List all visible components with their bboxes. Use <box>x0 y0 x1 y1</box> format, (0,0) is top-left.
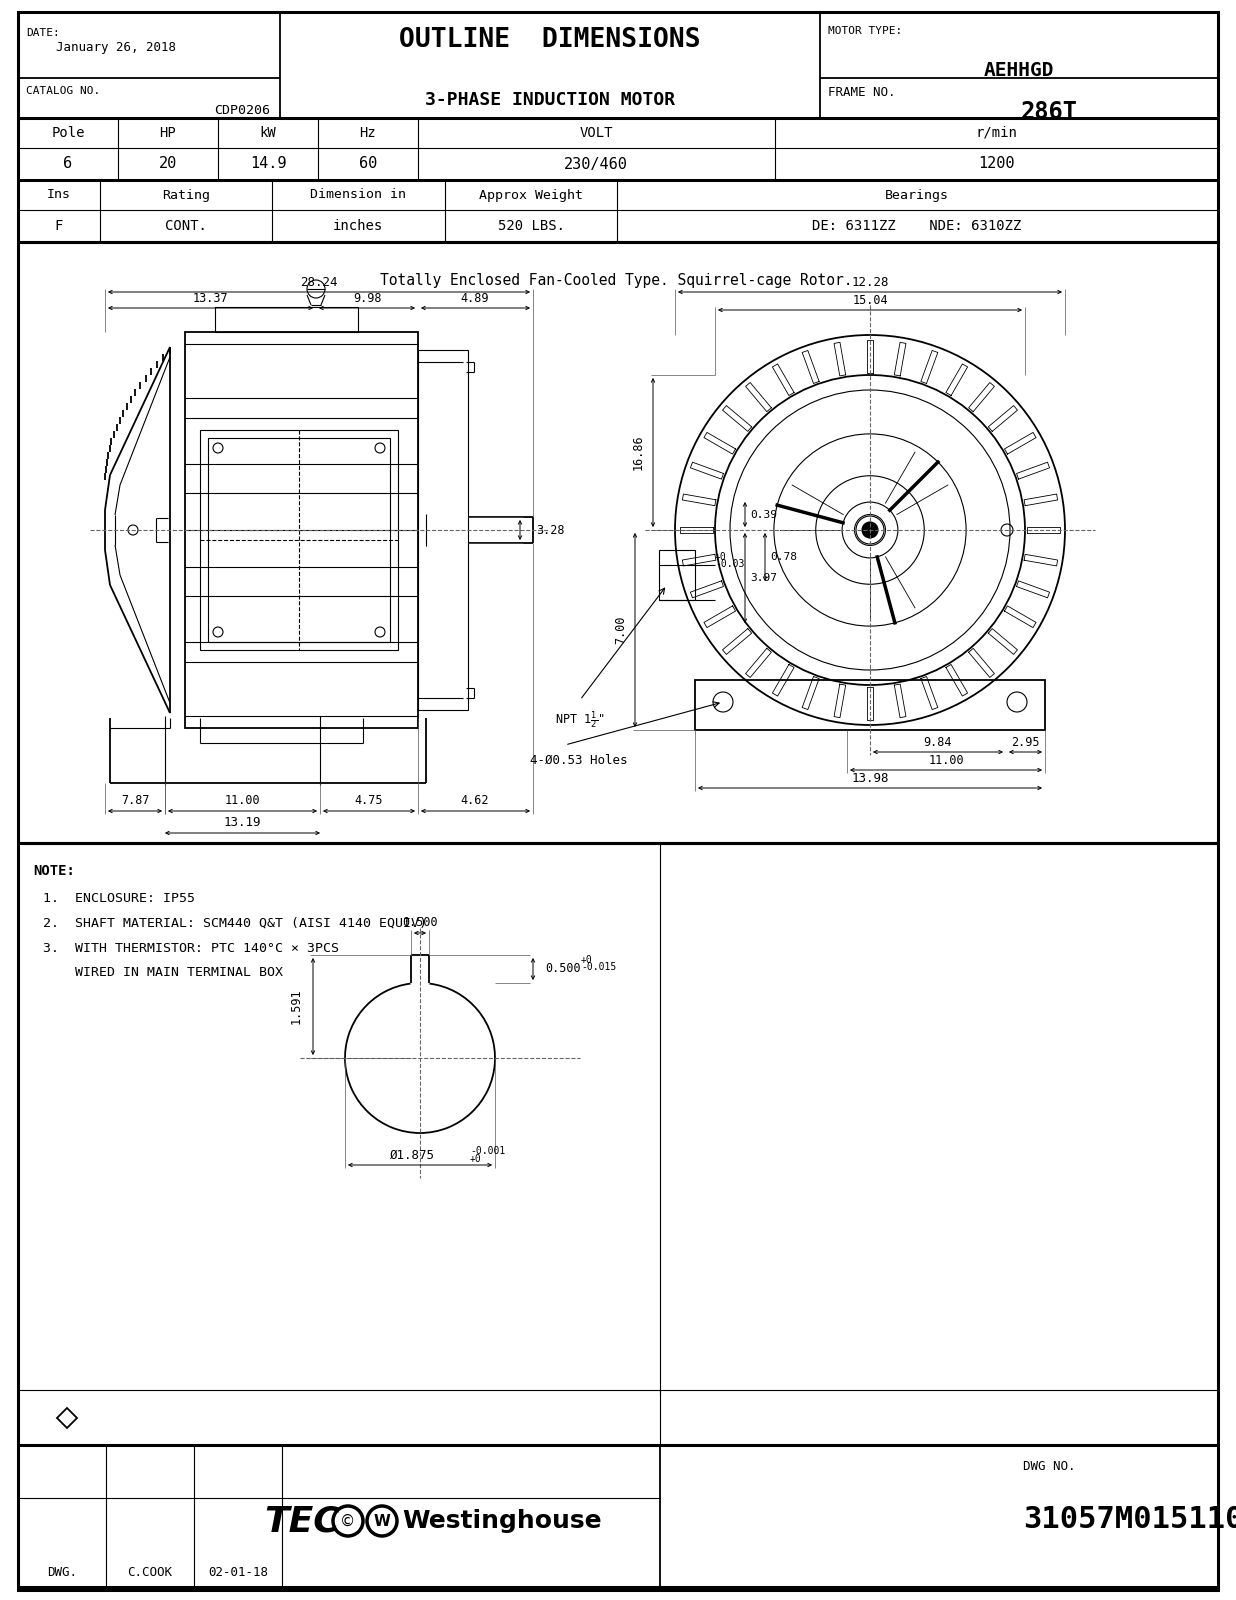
Text: 11.00: 11.00 <box>928 754 964 766</box>
Text: 520 LBS.: 520 LBS. <box>498 219 565 234</box>
Text: 3.97: 3.97 <box>750 573 777 582</box>
Text: 20: 20 <box>159 157 177 171</box>
Text: 16.86: 16.86 <box>632 434 645 470</box>
Text: +0: +0 <box>581 955 593 965</box>
Text: Approx Weight: Approx Weight <box>480 189 583 202</box>
Text: Hz: Hz <box>360 126 377 141</box>
Text: -0.001: -0.001 <box>470 1146 506 1155</box>
Text: 6: 6 <box>63 157 73 171</box>
Bar <box>208 438 391 642</box>
Text: 4.62: 4.62 <box>461 795 489 808</box>
Text: 13.98: 13.98 <box>852 771 889 784</box>
Text: NOTE:: NOTE: <box>33 864 75 878</box>
Text: -0.03: -0.03 <box>714 558 744 570</box>
Text: +0: +0 <box>470 1154 482 1165</box>
Text: Ø1.875: Ø1.875 <box>389 1149 435 1162</box>
Text: 15.04: 15.04 <box>852 293 887 307</box>
Circle shape <box>861 522 878 538</box>
Text: 14.9: 14.9 <box>250 157 287 171</box>
Bar <box>200 430 398 650</box>
Text: DATE:: DATE: <box>26 27 59 38</box>
Text: +0: +0 <box>714 552 727 562</box>
Text: 9.98: 9.98 <box>352 291 381 304</box>
Text: 28.24: 28.24 <box>300 275 337 288</box>
Text: 60: 60 <box>358 157 377 171</box>
Text: FRAME NO.: FRAME NO. <box>828 86 896 99</box>
Text: 4.75: 4.75 <box>355 795 383 808</box>
Text: VOLT: VOLT <box>580 126 613 141</box>
Text: WIRED IN MAIN TERMINAL BOX: WIRED IN MAIN TERMINAL BOX <box>43 966 283 979</box>
Text: CATALOG NO.: CATALOG NO. <box>26 86 100 96</box>
Text: kW: kW <box>260 126 277 141</box>
Text: 4.89: 4.89 <box>461 291 489 304</box>
Text: TEC: TEC <box>265 1504 340 1538</box>
Text: Bearings: Bearings <box>885 189 949 202</box>
Text: 1.591: 1.591 <box>290 989 303 1024</box>
Text: 3-PHASE INDUCTION MOTOR: 3-PHASE INDUCTION MOTOR <box>425 91 675 109</box>
Text: AEHHGD: AEHHGD <box>984 61 1054 80</box>
Text: 2.  SHAFT MATERIAL: SCM440 Q&T (AISI 4140 EQUIV): 2. SHAFT MATERIAL: SCM440 Q&T (AISI 4140… <box>43 917 426 930</box>
Text: 230/460: 230/460 <box>564 157 628 171</box>
Text: 4-Ø0.53 Holes: 4-Ø0.53 Holes <box>530 754 628 766</box>
Text: DE: 6311ZZ    NDE: 6310ZZ: DE: 6311ZZ NDE: 6310ZZ <box>812 219 1022 234</box>
Text: NPT $1\frac{1}{2}$": NPT $1\frac{1}{2}$" <box>555 709 604 731</box>
Bar <box>215 307 358 333</box>
Text: r/min: r/min <box>975 126 1017 141</box>
Text: January 26, 2018: January 26, 2018 <box>26 40 176 53</box>
Text: 2.95: 2.95 <box>1011 736 1039 749</box>
Text: HP: HP <box>159 126 177 141</box>
Text: W: W <box>373 1514 391 1528</box>
Text: ©: © <box>340 1514 356 1528</box>
Text: -0.015: -0.015 <box>581 962 617 971</box>
Text: CDP0206: CDP0206 <box>214 104 269 117</box>
Text: 9.84: 9.84 <box>923 736 952 749</box>
Text: 7.87: 7.87 <box>121 795 150 808</box>
Text: 1.  ENCLOSURE: IP55: 1. ENCLOSURE: IP55 <box>43 891 195 904</box>
Bar <box>659 550 695 600</box>
Bar <box>185 333 418 728</box>
Text: 0.500: 0.500 <box>545 963 581 976</box>
Text: F: F <box>54 219 63 234</box>
Text: Rating: Rating <box>162 189 210 202</box>
Text: 286T: 286T <box>1021 99 1078 125</box>
Text: 0.78: 0.78 <box>770 552 797 562</box>
Text: 0.500: 0.500 <box>402 917 438 930</box>
Bar <box>695 680 1044 730</box>
Text: 3.  WITH THERMISTOR: PTC 140°C × 3PCS: 3. WITH THERMISTOR: PTC 140°C × 3PCS <box>43 941 339 955</box>
Text: 1200: 1200 <box>978 157 1015 171</box>
Text: Ins: Ins <box>47 189 70 202</box>
Text: DWG.: DWG. <box>47 1566 77 1579</box>
Text: 0.39: 0.39 <box>750 510 777 520</box>
Text: 3.28: 3.28 <box>536 523 565 536</box>
Text: Westinghouse: Westinghouse <box>402 1509 602 1533</box>
Text: Pole: Pole <box>51 126 85 141</box>
Text: 7.00: 7.00 <box>614 616 627 645</box>
Text: 31057M015110: 31057M015110 <box>1023 1506 1236 1534</box>
Bar <box>418 350 468 710</box>
Text: 13.37: 13.37 <box>192 291 227 304</box>
Text: Dimension in: Dimension in <box>310 189 405 202</box>
Text: 11.00: 11.00 <box>224 795 260 808</box>
Text: MOTOR TYPE:: MOTOR TYPE: <box>828 26 902 35</box>
Text: 02-01-18: 02-01-18 <box>208 1566 268 1579</box>
Text: 13.19: 13.19 <box>224 816 261 829</box>
Text: CONT.: CONT. <box>166 219 206 234</box>
Text: Totally Enclosed Fan-Cooled Type. Squirrel-cage Rotor.: Totally Enclosed Fan-Cooled Type. Squirr… <box>379 272 853 288</box>
Text: C.COOK: C.COOK <box>127 1566 173 1579</box>
Text: inches: inches <box>332 219 383 234</box>
Text: DWG NO.: DWG NO. <box>1023 1461 1075 1474</box>
Text: 12.28: 12.28 <box>852 275 889 288</box>
Text: OUTLINE  DIMENSIONS: OUTLINE DIMENSIONS <box>399 27 701 53</box>
